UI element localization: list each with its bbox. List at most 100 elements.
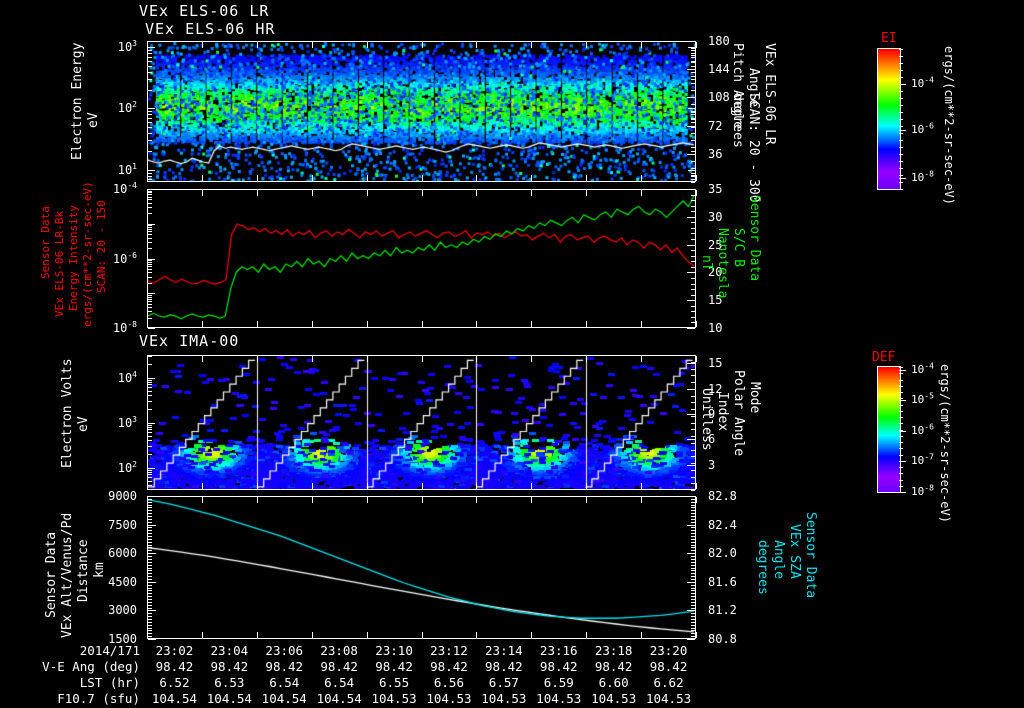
axis-tick [148,272,152,274]
panel1-canvas [148,42,695,181]
axis-tick [899,448,903,450]
axis-tick [691,556,695,558]
axis-tick [691,122,695,124]
panel1-right-label-line2: VEx ELS-06 LR [762,43,777,145]
axis-tick [148,126,152,128]
axis-tick [691,194,695,196]
ve-ang-row-cell: 98.42 [485,659,523,674]
axis-tick-label: 103 [117,414,137,430]
axis-tick [691,125,695,127]
f107-row-cell: 104.54 [151,691,198,706]
bottom-row-label: LST (hr) [79,675,140,690]
axis-tick [696,483,697,489]
axis-tick [691,530,695,532]
axis-tick [688,47,695,49]
axis-tick [691,639,695,640]
axis-tick [696,632,697,638]
axis-tick [899,373,903,375]
axis-tick [691,60,695,62]
axis-tick-label: 1500 [108,632,137,646]
axis-tick [148,422,155,424]
time-row-cell: 23:02 [155,643,194,658]
axis-tick [421,42,423,48]
axis-tick [691,328,695,329]
axis-tick [691,527,695,529]
axis-tick [586,175,588,181]
axis-tick [586,483,588,489]
axis-tick [421,321,423,327]
axis-tick [148,227,152,229]
axis-tick [691,375,695,377]
ve-ang-row-cell: 98.42 [155,659,194,674]
axis-tick [148,268,152,270]
axis-tick [148,601,152,603]
axis-tick [691,570,695,572]
ve-ang-row-cell: 98.42 [539,659,578,674]
axis-tick [691,576,695,578]
axis-tick [148,298,152,300]
panel4-ylabel-line2: VEx Alt/Venus/Pd [60,512,75,638]
axis-tick-label: 104 [117,369,137,385]
axis-tick [366,356,368,362]
axis-tick [691,189,695,190]
axis-tick [148,202,152,204]
axis-tick [691,172,695,174]
axis-tick [148,633,152,635]
axis-tick [899,461,906,463]
axis-tick [691,368,695,370]
axis-tick [531,632,533,638]
panel-els-pitch-angle[interactable] [147,41,696,182]
axis-tick [691,261,695,263]
panel2-ylabel-line5: SCAN: 20 - 150 [95,200,108,293]
axis-tick [147,356,148,362]
panel-ima-polar-angle[interactable] [147,355,696,490]
axis-tick [899,77,903,78]
axis-tick [691,239,695,241]
axis-tick [148,356,152,358]
axis-tick-label: 10 [708,321,723,335]
panel-energy-intensity-mag[interactable] [147,189,696,328]
axis-tick [366,632,368,638]
axis-tick [899,98,903,99]
axis-tick [691,244,695,246]
axis-tick-label: 3 [708,457,716,472]
axis-tick [148,379,152,381]
axis-tick [148,590,152,592]
axis-tick [696,190,697,196]
axis-tick [691,90,695,92]
axis-tick [148,71,152,73]
panel-altitude-sza[interactable] [147,496,696,639]
axis-tick-label: 10-6 [112,250,137,266]
axis-tick [476,632,478,638]
axis-tick [148,234,152,236]
axis-tick [148,237,152,239]
axis-tick [691,62,695,64]
axis-tick [691,604,695,606]
axis-tick [899,119,903,120]
axis-tick [691,205,695,207]
axis-tick [899,467,903,468]
axis-tick [691,382,695,383]
axis-tick [148,401,152,403]
axis-tick [148,513,152,515]
axis-tick [148,524,152,526]
f107-row-cell: 104.53 [371,691,417,706]
colorbar-ei [877,48,901,190]
axis-tick-label: 4500 [108,574,137,589]
axis-tick [691,160,695,162]
axis-tick [899,410,903,412]
axis-tick-label: 80.8 [708,632,737,646]
axis-tick [899,473,903,475]
axis-tick [691,607,695,609]
axis-tick [899,479,903,481]
lst-row-cell: 6.62 [653,675,684,690]
axis-tick [691,117,695,119]
axis-tick [148,553,156,555]
axis-tick [148,192,152,194]
axis-tick [691,222,695,224]
axis-tick [531,175,533,181]
axis-tick [691,621,695,623]
axis-tick [691,139,695,141]
axis-tick [531,321,533,327]
axis-tick [311,356,313,362]
